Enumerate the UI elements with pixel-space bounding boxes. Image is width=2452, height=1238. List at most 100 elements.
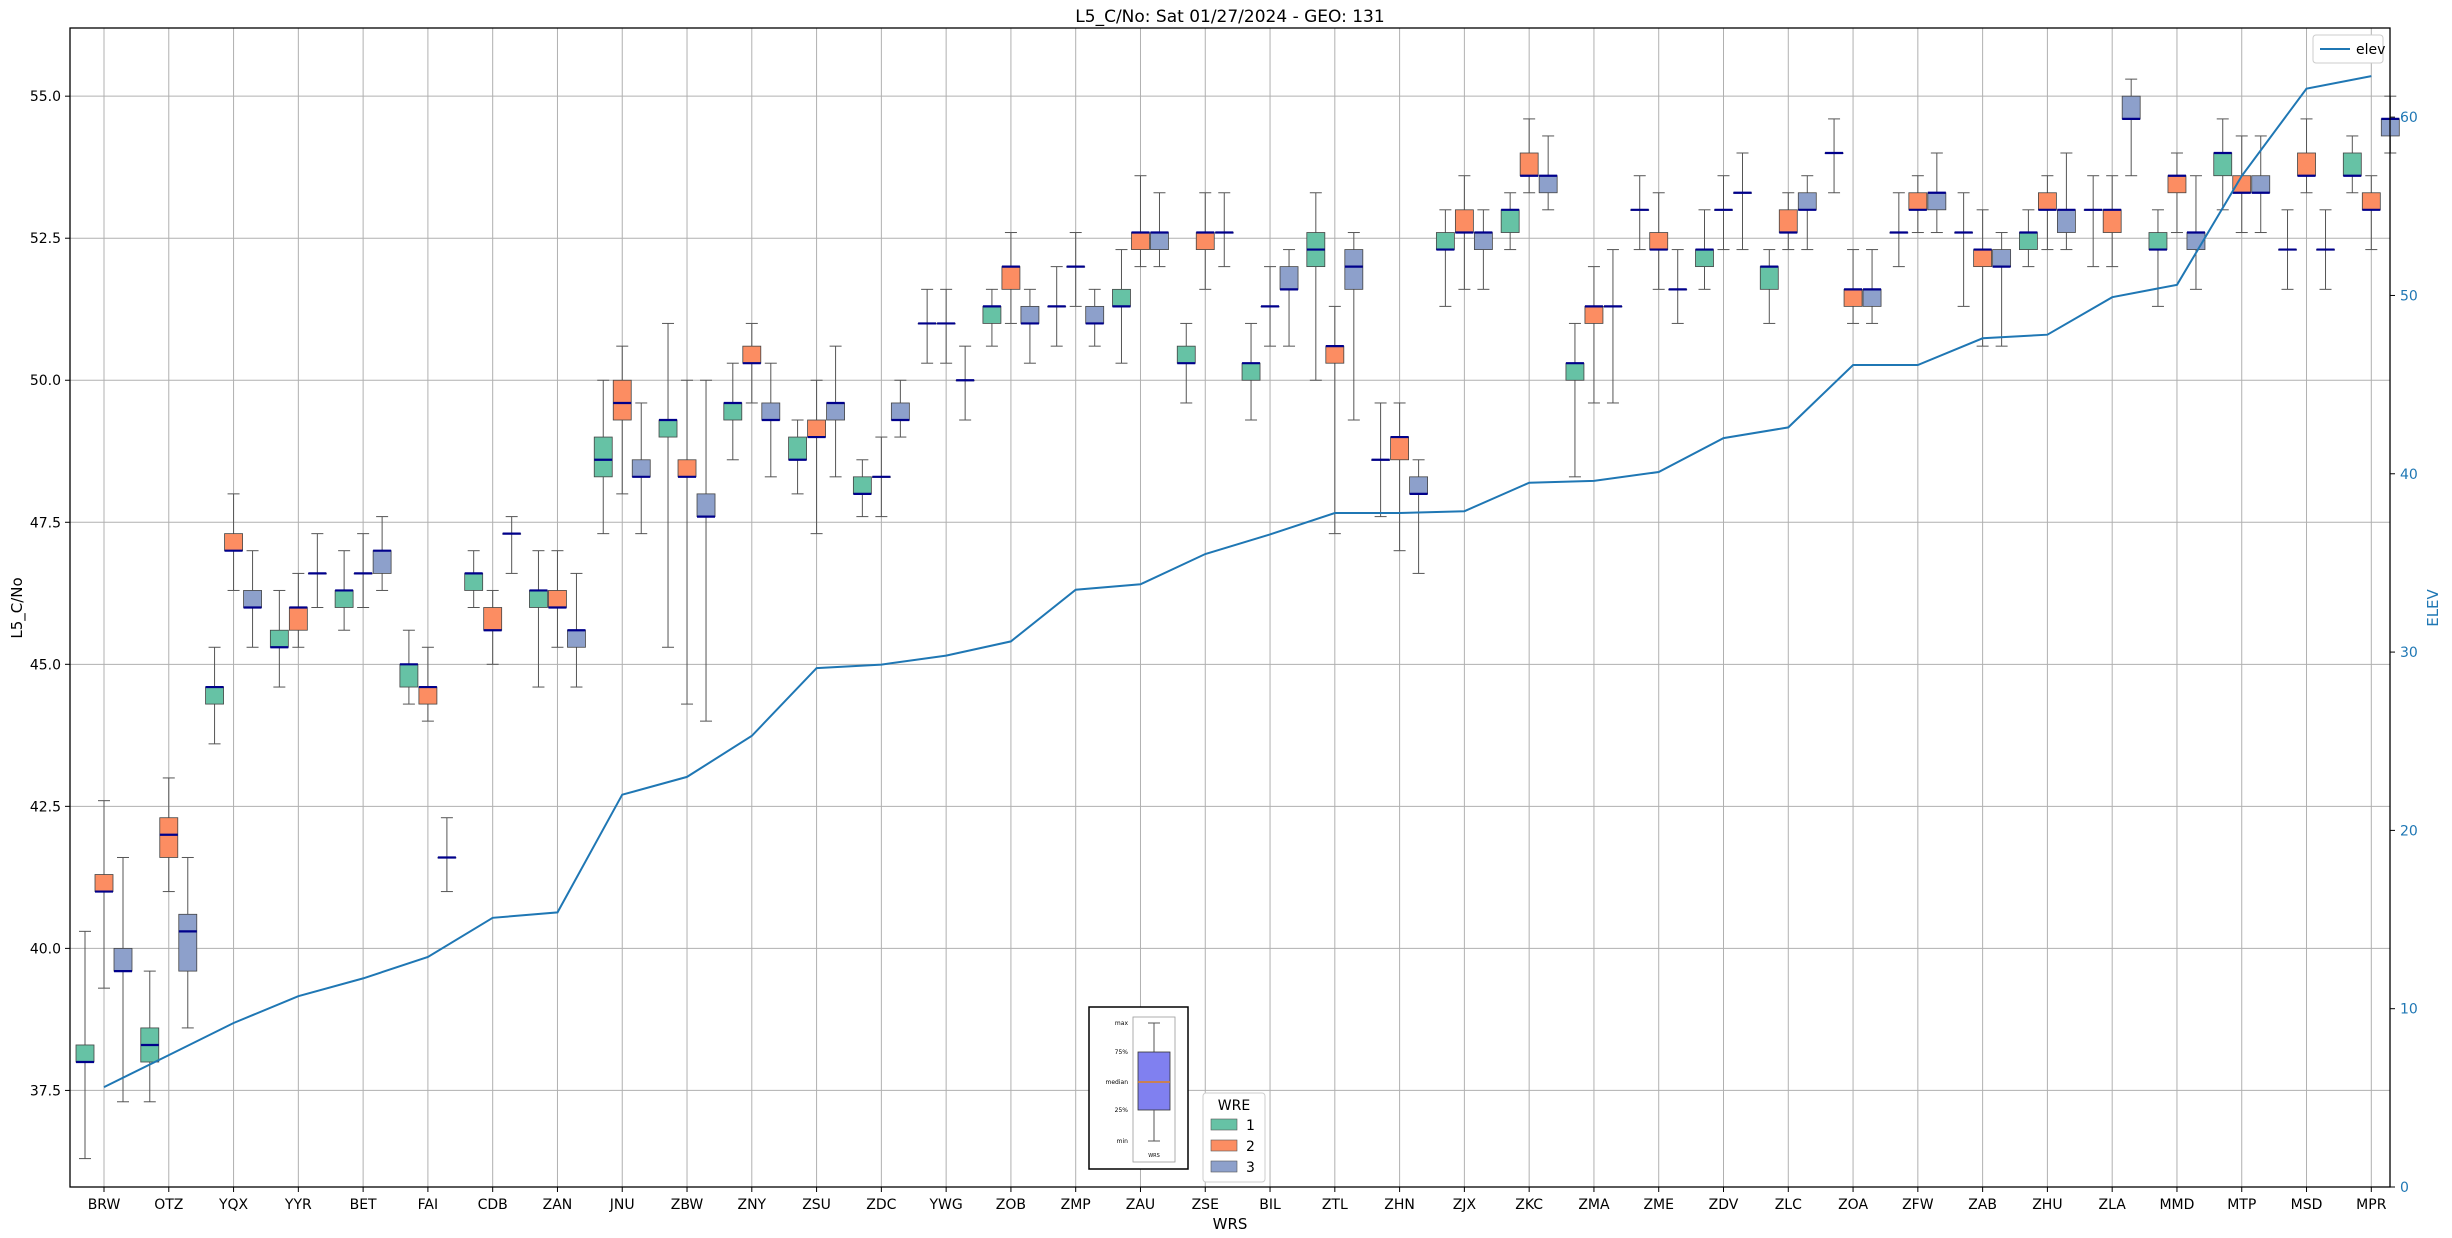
box-wre3 (890, 379, 910, 438)
box-iqr (1409, 476, 1428, 495)
box-wre3 (1409, 459, 1428, 574)
box-iqr (1176, 345, 1196, 364)
box-wre1 (399, 629, 419, 705)
x-tick-label: ZSE (1192, 1197, 1219, 1213)
box-iqr (1390, 436, 1409, 461)
box-iqr (631, 459, 651, 478)
box-wre3 (696, 379, 716, 722)
x-tick-label: ZSU (802, 1197, 831, 1213)
box-iqr (1454, 209, 1474, 233)
box-wre2 (1714, 175, 1733, 251)
y-tick-label: 55.0 (30, 89, 61, 105)
x-tick-label: MMD (2159, 1197, 2194, 1213)
box-wre2 (1584, 266, 1604, 404)
box-wre2 (548, 550, 567, 648)
box-iqr (2342, 152, 2362, 177)
box-wre3 (113, 856, 133, 1103)
box-wre1 (269, 589, 289, 688)
box-iqr (677, 459, 697, 478)
box-iqr (1973, 249, 1993, 268)
box-iqr (658, 419, 678, 438)
box-iqr (1279, 266, 1299, 290)
elev-legend-label: elev (2356, 42, 2385, 58)
box-key-box (1137, 1051, 1171, 1111)
box-iqr (418, 686, 438, 705)
box-wre3 (1668, 249, 1688, 324)
box-wre3 (1927, 152, 1947, 234)
box-iqr (612, 379, 632, 421)
box-wre3 (1733, 152, 1752, 251)
box-iqr (243, 590, 262, 608)
box-wre1 (1889, 192, 1909, 268)
box-iqr (2121, 95, 2141, 120)
y-tick-label: 52.5 (30, 231, 61, 247)
box-iqr (94, 874, 114, 892)
box-iqr (483, 607, 503, 631)
box-iqr (2167, 175, 2187, 194)
elev-line (103, 75, 2372, 1088)
box-iqr (1001, 266, 1021, 290)
wre-legend-label-1: 1 (1246, 1118, 1255, 1134)
box-iqr (788, 436, 807, 461)
box-wre3 (1797, 175, 1817, 251)
box-wre2 (677, 379, 697, 705)
box-wre2 (807, 379, 826, 535)
box-wre2 (1001, 232, 1021, 324)
elev-legend: elev (2312, 34, 2385, 64)
box-wre2 (2361, 175, 2381, 251)
box-key-legend: max 75% median 25% min WRS (1088, 1006, 1189, 1170)
box-wre2 (1390, 402, 1409, 552)
box-wre3 (1279, 249, 1299, 347)
box-wre1 (334, 550, 354, 631)
box-iqr (852, 476, 872, 495)
box-wre3 (372, 516, 392, 591)
box-iqr (288, 607, 308, 631)
box-iqr (178, 913, 198, 972)
x-tick-label: OTZ (154, 1197, 183, 1213)
box-wre3 (631, 402, 651, 535)
box-wre2 (418, 646, 438, 722)
box-wre1 (852, 459, 872, 518)
box-wre2 (94, 800, 114, 989)
wre-legend-swatch-2 (1210, 1139, 1238, 1152)
x-tick-label: MPR (2356, 1197, 2387, 1213)
y-tick-label: 37.5 (30, 1083, 61, 1099)
box-wre3 (761, 362, 781, 478)
box-iqr (1908, 192, 1928, 211)
box-key-label-median: median (1106, 1079, 1129, 1086)
plot-frame (69, 27, 2391, 1188)
y-axis: 37.5 40.0 42.5 45.0 47.5 50.0 52.5 55.0 (30, 89, 70, 1099)
box-wre1 (464, 550, 484, 608)
box-key-label-min: min (1117, 1138, 1129, 1145)
wre-legend-swatch-1 (1210, 1118, 1238, 1131)
box-wre1 (1047, 266, 1067, 347)
box-wre1 (723, 362, 743, 461)
box-iqr (159, 817, 179, 858)
box-wre1 (788, 419, 807, 495)
x-tick-label: YYR (284, 1197, 312, 1213)
box-iqr (2148, 232, 2168, 250)
x-tick-label: ZFW (1902, 1197, 1934, 1213)
box-iqr (1649, 232, 1669, 250)
box-wre3 (2186, 175, 2206, 290)
box-wre1 (1241, 322, 1261, 421)
box-iqr (2361, 192, 2381, 211)
box-wre2 (1843, 249, 1863, 324)
x-tick-label: ZMA (1578, 1197, 1610, 1213)
box-wre2 (1066, 232, 1086, 307)
box-iqr (1020, 305, 1040, 324)
wre-legend-label-2: 2 (1246, 1139, 1255, 1155)
box-wre3 (826, 345, 845, 478)
box-iqr (1195, 232, 1215, 250)
box-wre3 (1150, 192, 1169, 268)
x-tick-label: ZHU (2032, 1197, 2062, 1213)
box-iqr (1927, 192, 1947, 211)
box-wre1 (2019, 209, 2038, 268)
box-iqr (464, 573, 484, 591)
box-iqr (2251, 175, 2271, 194)
box-iqr (567, 629, 586, 648)
box-wre2 (1649, 192, 1669, 290)
box-wre1 (529, 550, 548, 688)
box-iqr (1565, 362, 1585, 381)
box-iqr (1695, 249, 1714, 268)
